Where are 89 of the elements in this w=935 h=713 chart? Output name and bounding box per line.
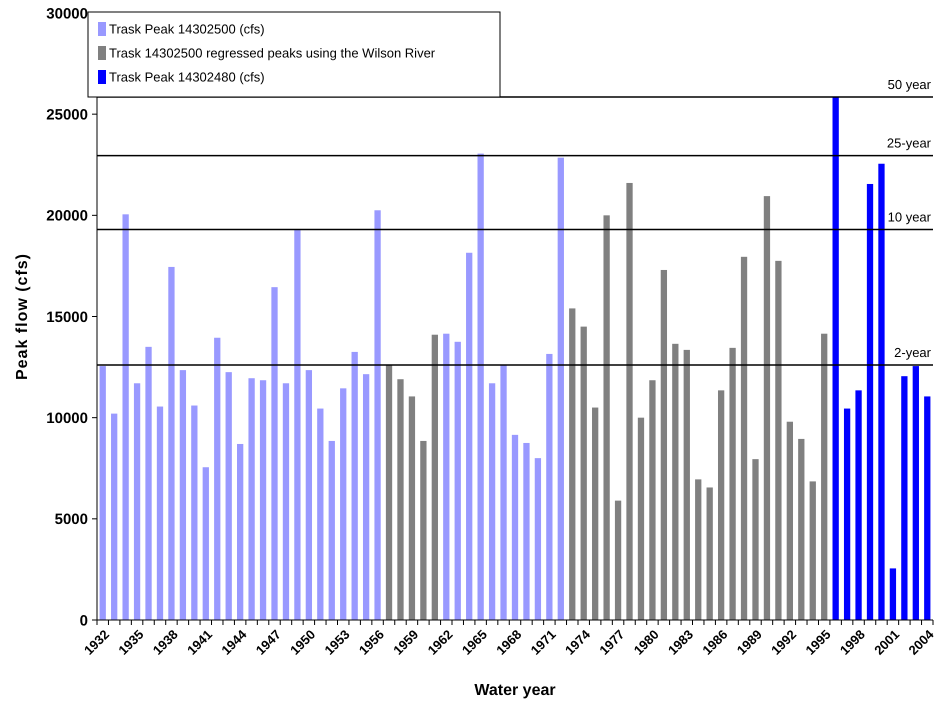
- bar: [386, 365, 392, 620]
- bar: [821, 334, 828, 620]
- bar: [775, 260, 782, 620]
- bar: [924, 396, 930, 620]
- y-tick-label: 15000: [46, 308, 88, 326]
- ref-line-label: 2-year: [894, 345, 932, 360]
- bar: [306, 370, 312, 620]
- bar: [558, 158, 564, 620]
- bar: [866, 184, 874, 620]
- bar: [488, 383, 496, 620]
- bar: [786, 422, 793, 620]
- bar: [145, 346, 152, 620]
- bar: [912, 366, 919, 620]
- bar: [420, 440, 427, 620]
- bar: [901, 376, 908, 620]
- bar: [844, 408, 850, 620]
- bar: [592, 408, 598, 620]
- bar: [580, 326, 587, 620]
- bar: [626, 182, 633, 620]
- bar: [569, 308, 576, 620]
- bar: [282, 383, 290, 620]
- bar: [317, 408, 324, 620]
- bar: [534, 458, 542, 620]
- bar: [260, 380, 266, 620]
- bar: [695, 479, 702, 620]
- ref-line-label: 50 year: [888, 76, 932, 92]
- x-axis-title: Water year: [474, 682, 556, 699]
- legend-label: Trask Peak 14302500 (cfs): [109, 22, 265, 37]
- bar: [810, 481, 816, 620]
- ref-line-label: 10 year: [888, 209, 932, 224]
- bar: [340, 388, 346, 620]
- bar: [729, 348, 736, 620]
- bar: [740, 256, 748, 620]
- bar: [752, 459, 759, 620]
- bar: [603, 215, 610, 620]
- bar: [855, 390, 862, 620]
- bar: [672, 344, 678, 620]
- y-tick-label: 0: [80, 612, 88, 630]
- bar: [466, 252, 472, 620]
- bar: [191, 406, 198, 620]
- bar: [374, 210, 381, 620]
- bar: [352, 352, 358, 620]
- bar: [168, 266, 175, 620]
- bar: [271, 287, 278, 620]
- y-tick-label: 25000: [46, 106, 88, 124]
- bar: [878, 164, 885, 620]
- bar: [523, 442, 530, 620]
- y-tick-label: 5000: [54, 511, 88, 528]
- bar: [202, 467, 209, 620]
- bar: [156, 406, 164, 620]
- bar: [512, 434, 518, 620]
- bar: [328, 440, 335, 620]
- bar: [832, 96, 839, 620]
- bar: [122, 214, 129, 620]
- bar: [226, 372, 232, 620]
- bar: [443, 334, 450, 620]
- bar: [718, 390, 724, 620]
- bar: [660, 270, 668, 620]
- bar: [638, 418, 644, 620]
- ref-line-label: 25-year: [886, 136, 932, 151]
- bar: [111, 414, 118, 620]
- bar: [100, 366, 106, 620]
- bar: [432, 334, 438, 620]
- bar: [546, 354, 553, 620]
- y-axis-title: Peak flow (cfs): [14, 252, 31, 380]
- y-tick-label: 30000: [46, 5, 88, 22]
- bar: [248, 378, 255, 620]
- bar: [798, 438, 804, 620]
- bar: [500, 365, 507, 620]
- bar: [684, 350, 690, 620]
- bar: [294, 229, 301, 620]
- legend-label: Trask 14302500 regressed peaks using the Wilson River: [109, 46, 436, 61]
- bar: [764, 196, 770, 620]
- bar: [408, 396, 416, 620]
- bar: [614, 500, 622, 620]
- bar: [214, 338, 220, 620]
- y-tick-label: 10000: [46, 410, 88, 427]
- bar: [237, 444, 244, 620]
- bar: [649, 380, 656, 620]
- bar: [397, 379, 404, 620]
- bar: [454, 342, 461, 620]
- bar: [477, 154, 484, 620]
- bar: [706, 487, 713, 620]
- legend-label: Trask Peak 14302480 (cfs): [109, 70, 265, 85]
- y-tick-label: 20000: [46, 208, 88, 225]
- bar: [180, 370, 186, 620]
- bar: [362, 374, 370, 620]
- bar: [134, 383, 140, 620]
- bar: [890, 568, 896, 620]
